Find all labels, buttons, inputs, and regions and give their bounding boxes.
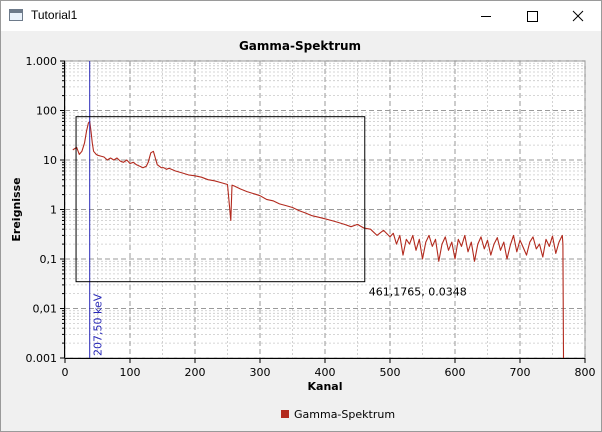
app-icon — [9, 9, 23, 21]
x-tick-label: 800 — [575, 366, 596, 379]
minimize-button[interactable] — [463, 1, 509, 31]
y-tick-label: 0,01 — [33, 303, 58, 316]
window-title: Tutorial1 — [31, 8, 78, 22]
series-line[interactable] — [72, 120, 565, 359]
y-axis-label: Ereignisse — [10, 177, 23, 241]
legend-swatch — [281, 410, 289, 418]
x-tick-label: 600 — [445, 366, 466, 379]
title-bar[interactable]: Tutorial1 — [1, 1, 601, 31]
legend-label: Gamma-Spektrum — [294, 408, 396, 421]
selection-rectangle[interactable] — [75, 116, 366, 283]
chart-title: Gamma-Spektrum — [238, 39, 362, 53]
y-tick-label: 0.001 — [26, 352, 58, 365]
y-tick-label: 100 — [36, 105, 57, 118]
close-button[interactable] — [555, 1, 601, 31]
x-tick-label: 0 — [62, 366, 69, 379]
x-tick-label: 300 — [250, 366, 271, 379]
marker-label: 207,50 keV — [92, 293, 105, 356]
x-tick-label: 200 — [185, 366, 206, 379]
y-tick-label: 0,1 — [40, 253, 58, 266]
y-tick-label: 1.000 — [26, 55, 58, 68]
x-tick-label: 100 — [120, 366, 141, 379]
y-tick-label: 10 — [43, 154, 57, 167]
x-axis-label: Kanal — [308, 380, 343, 393]
maximize-button[interactable] — [509, 1, 555, 31]
close-icon — [572, 10, 584, 22]
minimize-icon — [481, 16, 491, 17]
x-tick-label: 400 — [315, 366, 336, 379]
x-tick-label: 500 — [380, 366, 401, 379]
y-tick-label: 1 — [50, 204, 57, 217]
maximize-icon — [527, 11, 538, 22]
x-tick-label: 700 — [510, 366, 531, 379]
cursor-coordinate-label: 461,1765, 0.0348 — [369, 286, 467, 299]
